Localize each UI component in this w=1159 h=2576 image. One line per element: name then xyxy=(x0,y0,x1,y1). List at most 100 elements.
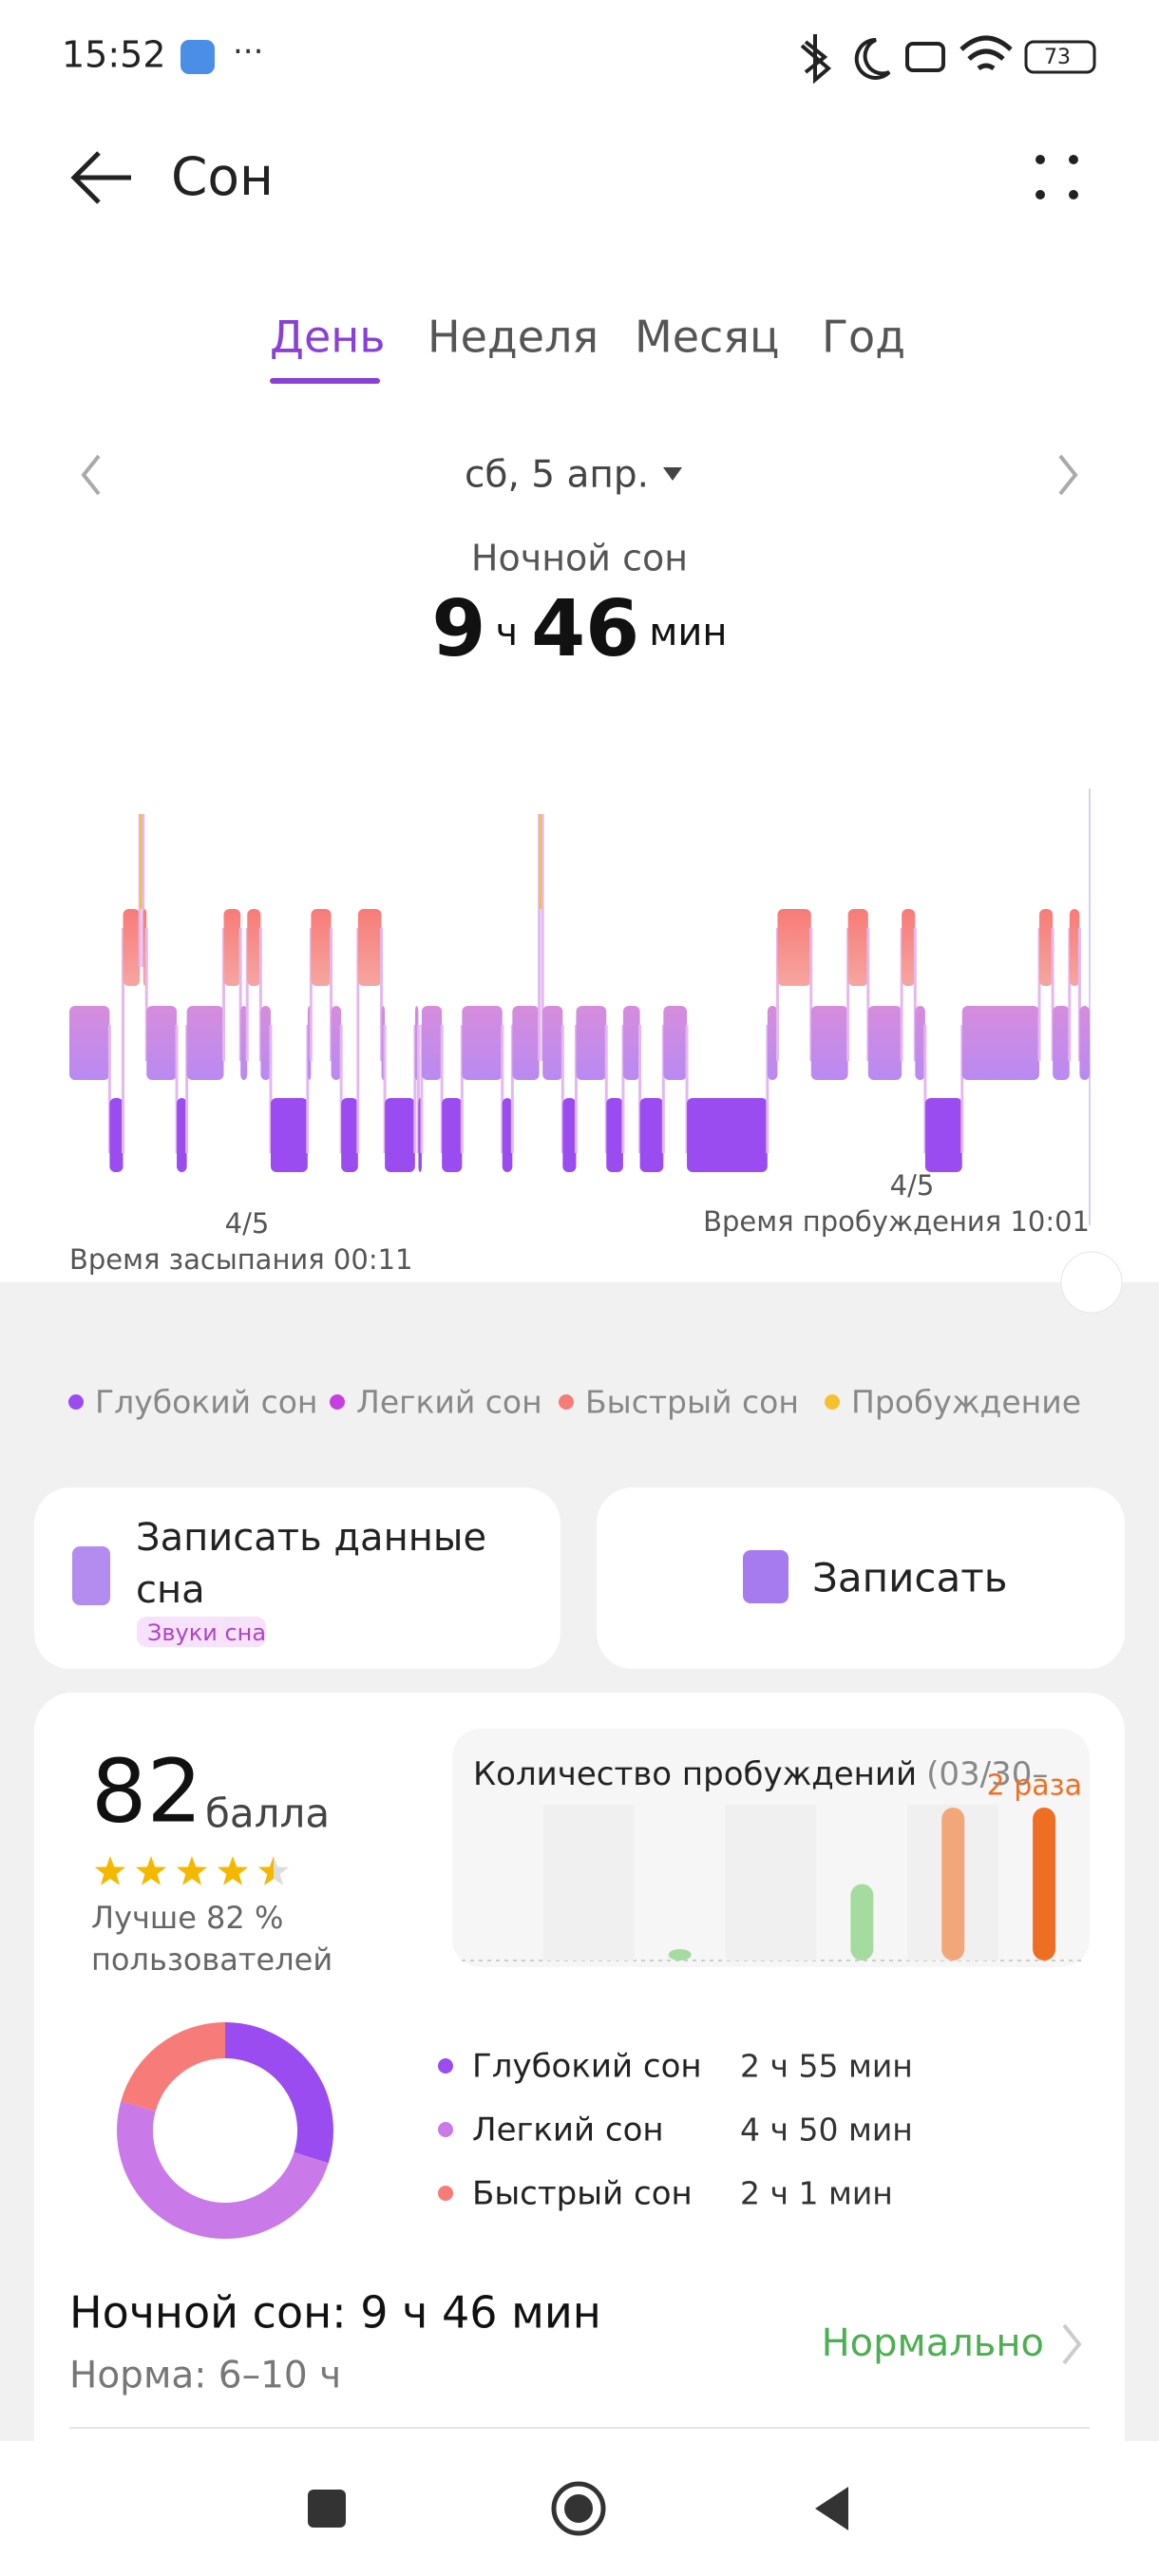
prev-day[interactable] xyxy=(81,454,101,496)
awakening-bar xyxy=(850,1884,874,1960)
hours-unit: ч xyxy=(495,611,518,654)
tab[interactable]: Неделя xyxy=(428,312,598,363)
awakening-bar xyxy=(668,1949,692,1960)
end-date: 4/5 xyxy=(890,1169,935,1202)
donut-segment xyxy=(121,2022,226,2112)
stage-segment xyxy=(357,909,382,986)
stage-segment xyxy=(562,1098,577,1172)
date-selector[interactable]: сб, 5 апр. xyxy=(465,454,649,497)
score-comparison: пользователей xyxy=(91,1941,332,1978)
more-dots: ··· xyxy=(233,33,263,71)
tab[interactable]: Год xyxy=(822,312,905,363)
norm: Норма: 6–10 ч xyxy=(69,2355,341,2397)
stage-segment xyxy=(867,1006,902,1080)
stage-name: Глубокий сон xyxy=(472,2048,702,2086)
stage-segment xyxy=(146,1006,178,1080)
title: Количество пробуждений xyxy=(473,1755,917,1793)
stage-segment xyxy=(331,1006,342,1080)
stage-segment xyxy=(663,1006,688,1080)
bluetooth-icon xyxy=(800,34,832,85)
legend-dot xyxy=(559,1394,574,1410)
summary-label: Ночной сон xyxy=(471,538,688,579)
legend-label: Легкий сон xyxy=(356,1384,542,1421)
scroll-knob[interactable] xyxy=(1060,1251,1123,1314)
stage-segment xyxy=(462,1006,503,1080)
menu-button[interactable] xyxy=(1036,155,1078,199)
end-label: Время пробуждения 10:01 xyxy=(703,1205,1090,1238)
bar-value-label: 2 раза xyxy=(987,1770,1082,1803)
night-sleep: Ночной сон: 9 ч 46 мин xyxy=(69,2287,601,2339)
stage-segment xyxy=(576,1006,607,1080)
score-unit: балла xyxy=(205,1790,330,1837)
start-date: 4/5 xyxy=(225,1207,270,1240)
stage-segment xyxy=(767,1006,778,1080)
legend-label: Глубокий сон xyxy=(95,1384,318,1421)
stage-duration: 2 ч 55 мин xyxy=(740,2048,913,2085)
stage-segment xyxy=(902,909,916,986)
star xyxy=(135,1856,167,1885)
tag-bg xyxy=(137,1617,266,1647)
nav-back[interactable] xyxy=(815,2487,848,2530)
stage-segment xyxy=(223,909,241,986)
note-icon xyxy=(743,1550,788,1603)
nav-recents[interactable] xyxy=(308,2490,346,2528)
stage-segment xyxy=(247,909,261,986)
record-sleep-card[interactable] xyxy=(34,1487,560,1669)
stage-segment xyxy=(961,1006,1040,1080)
start-label: Время засыпания 00:11 xyxy=(69,1243,413,1276)
stage-segment xyxy=(1069,909,1080,986)
subtitle: (03/30– xyxy=(926,1755,1048,1793)
minutes: 46 xyxy=(531,584,639,674)
stage-segment xyxy=(606,1098,623,1172)
stage-segment xyxy=(385,1098,415,1172)
donut-segment xyxy=(224,2022,333,2164)
stage-name: Легкий сон xyxy=(472,2112,664,2150)
next-day[interactable] xyxy=(1058,454,1078,496)
stage-segment xyxy=(1053,1006,1070,1080)
stage-dot xyxy=(438,2122,453,2137)
record-card[interactable] xyxy=(597,1487,1125,1669)
stage-segment xyxy=(260,1006,271,1080)
legend-label: Быстрый сон xyxy=(585,1384,799,1421)
stage-segment xyxy=(687,1098,768,1172)
stage-segment xyxy=(177,1098,187,1172)
tab[interactable]: Месяц xyxy=(635,312,779,363)
stage-segment xyxy=(186,1006,224,1080)
tab[interactable]: День xyxy=(270,312,385,363)
action-tag: Звуки сна xyxy=(147,1619,266,1646)
page-title: Сон xyxy=(171,146,274,207)
stage-dot xyxy=(438,2186,453,2201)
stage-segment xyxy=(847,909,868,986)
nav-home[interactable] xyxy=(551,2481,606,2536)
status: Нормально xyxy=(822,2321,1044,2365)
stage-segment xyxy=(1079,1006,1090,1080)
awakening-bar xyxy=(941,1808,965,1960)
battery-level: 73 xyxy=(1044,46,1071,69)
date-dropdown[interactable] xyxy=(663,467,682,481)
status-time: 15:52 xyxy=(62,34,166,76)
stage-segment xyxy=(240,1006,248,1080)
status-chevron[interactable] xyxy=(1062,2323,1082,2365)
stage-segment xyxy=(109,1098,124,1172)
action-title: сна xyxy=(136,1568,205,1612)
awake-segment xyxy=(539,814,543,909)
stage-dot xyxy=(438,2058,453,2074)
stage-name: Быстрый сон xyxy=(472,2175,693,2213)
stage-segment xyxy=(123,909,141,986)
awake-segment xyxy=(140,814,143,909)
back-button[interactable] xyxy=(70,151,131,204)
star xyxy=(94,1856,126,1885)
stage-segment xyxy=(270,1098,308,1172)
hours: 9 xyxy=(431,584,485,674)
star xyxy=(217,1856,249,1885)
stage-segment xyxy=(639,1098,664,1172)
wifi-icon xyxy=(960,35,1013,71)
legend-dot xyxy=(330,1394,345,1410)
summary-duration: 9 ч 46 мин xyxy=(431,584,727,674)
stage-segment xyxy=(512,1006,540,1080)
star-half xyxy=(258,1856,289,1885)
stage-segment xyxy=(421,1006,443,1080)
stage-segment xyxy=(311,909,332,986)
phone-icon xyxy=(72,1546,110,1605)
